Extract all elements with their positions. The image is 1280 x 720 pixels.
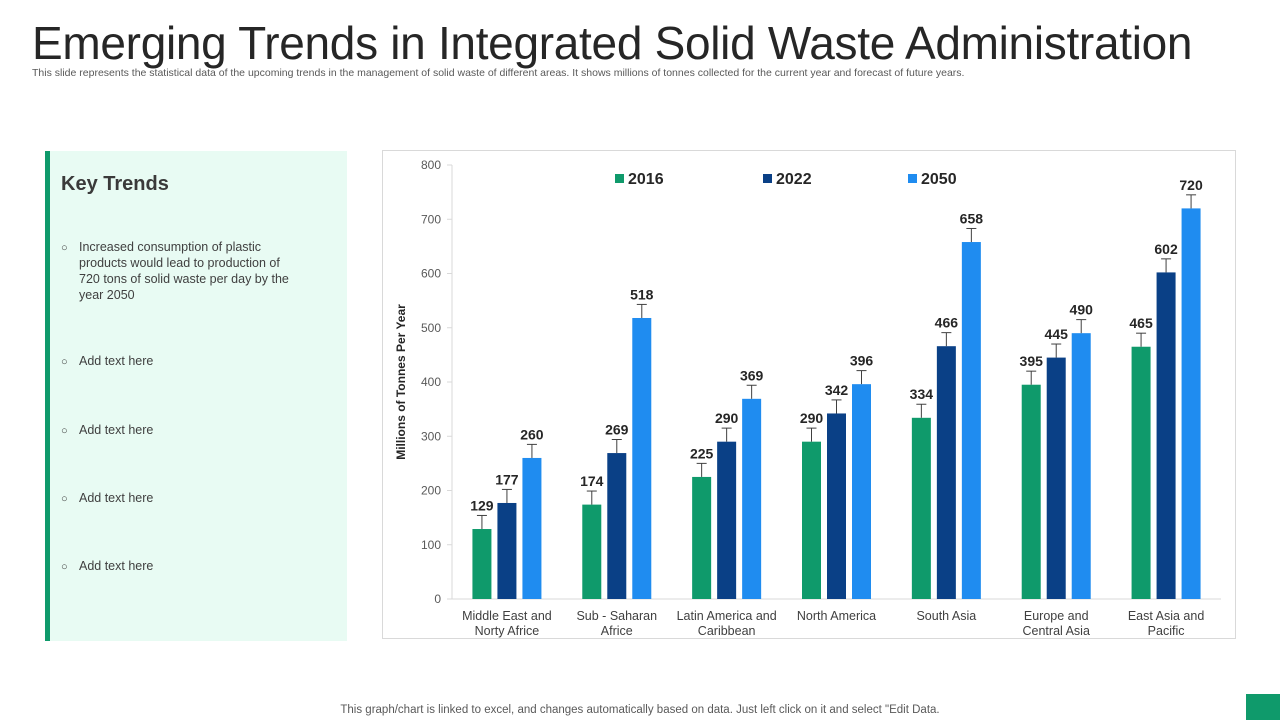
data-label: 290 <box>800 410 824 426</box>
x-tick-label: East Asia and <box>1128 609 1204 623</box>
bar-2022 <box>1156 272 1176 599</box>
bar-2016 <box>802 441 821 599</box>
bar-2022 <box>607 453 627 599</box>
y-tick-label: 400 <box>421 375 441 389</box>
data-label: 260 <box>520 426 544 442</box>
x-tick-label: Africe <box>601 624 633 638</box>
y-tick-label: 600 <box>421 267 441 281</box>
x-tick-label: Middle East and <box>462 609 552 623</box>
data-label: 465 <box>1129 315 1153 331</box>
data-label: 720 <box>1179 177 1203 193</box>
data-label: 466 <box>935 315 959 331</box>
trend-item: ○ Add text here <box>61 490 291 506</box>
x-tick-label: South Asia <box>916 609 976 623</box>
bar-2022 <box>717 441 737 599</box>
chart-container[interactable]: 0 100 200 300 400 500 600 700 800 Millions of Ton… <box>382 150 1236 639</box>
y-tick-label: 500 <box>421 321 441 335</box>
data-label: 177 <box>495 471 519 487</box>
data-label: 658 <box>960 210 984 226</box>
trend-item: ○ Add text here <box>61 422 291 438</box>
x-tick-label: Sub - Saharan <box>576 609 657 623</box>
bar-2016 <box>582 504 602 599</box>
y-tick-label: 700 <box>421 212 441 226</box>
y-tick-label: 200 <box>421 484 441 498</box>
y-axis-title: Millions of Tonnes Per Year <box>394 304 408 460</box>
bar-2016 <box>911 417 931 599</box>
circle-bullet-icon: ○ <box>61 561 68 573</box>
circle-bullet-icon: ○ <box>61 356 68 368</box>
y-tick-label: 800 <box>421 158 441 172</box>
data-label: 334 <box>910 386 934 402</box>
data-label: 269 <box>605 422 629 438</box>
bar-2050 <box>522 457 542 599</box>
data-label: 369 <box>740 367 764 383</box>
corner-accent <box>1246 694 1280 720</box>
circle-bullet-icon: ○ <box>61 242 68 254</box>
x-tick-label: Central Asia <box>1023 624 1090 638</box>
bar-2016 <box>1131 346 1151 599</box>
bar-2022 <box>827 413 846 599</box>
x-tick-label: Pacific <box>1148 624 1185 638</box>
y-tick-label: 0 <box>434 592 441 606</box>
page-title: Emerging Trends in Integrated Solid Wast… <box>32 17 1193 69</box>
bar-2016 <box>1021 384 1041 599</box>
data-label: 518 <box>630 286 654 302</box>
bar-2050 <box>961 242 981 599</box>
x-tick-label: Norty Africe <box>475 624 540 638</box>
key-trends-panel: Key Trends ○ Increased consumption of pl… <box>45 151 347 641</box>
circle-bullet-icon: ○ <box>61 493 68 505</box>
bar-2022 <box>497 502 517 599</box>
bar-2050 <box>632 317 652 599</box>
data-label: 445 <box>1045 326 1069 342</box>
data-label: 602 <box>1154 241 1178 257</box>
data-label: 290 <box>715 410 739 426</box>
legend-swatch <box>908 174 917 183</box>
data-label: 490 <box>1070 302 1094 318</box>
x-tick-label: North America <box>797 609 876 623</box>
bar-2016 <box>472 529 492 599</box>
bar-chart: 0 100 200 300 400 500 600 700 800 Millions of Ton… <box>394 158 1221 638</box>
bar-2022 <box>936 346 956 599</box>
data-label: 342 <box>825 382 849 398</box>
legend-label: 2022 <box>776 171 812 188</box>
legend-label: 2016 <box>628 171 664 188</box>
legend-swatch <box>763 174 772 183</box>
data-label: 174 <box>580 473 604 489</box>
legend-swatch <box>615 174 624 183</box>
trend-item-text: Increased consumption of plastic product… <box>79 240 289 302</box>
trend-item-text: Add text here <box>79 491 154 505</box>
x-tick-label: Europe and <box>1024 609 1089 623</box>
data-label: 395 <box>1020 353 1044 369</box>
bar-2050 <box>1181 208 1201 599</box>
x-tick-label: Caribbean <box>698 624 756 638</box>
footer-note: This graph/chart is linked to excel, and… <box>340 704 940 716</box>
legend-label: 2050 <box>921 171 957 188</box>
circle-bullet-icon: ○ <box>61 425 68 437</box>
trend-item: ○ Increased consumption of plastic produ… <box>61 239 291 303</box>
data-label: 225 <box>690 445 714 461</box>
x-tick-label: Latin America and <box>677 609 777 623</box>
trend-item: ○ Add text here <box>61 558 291 574</box>
bar-2050 <box>1071 333 1091 599</box>
panel-title: Key Trends <box>61 173 169 195</box>
bar-2050 <box>852 384 871 599</box>
page-subtitle: This slide represents the statistical da… <box>32 67 965 79</box>
trend-item-text: Add text here <box>79 559 154 573</box>
bar-2016 <box>692 476 712 599</box>
y-tick-label: 300 <box>421 429 441 443</box>
data-label: 396 <box>850 353 874 369</box>
bar-2022 <box>1046 357 1066 599</box>
bar-2050 <box>742 398 762 599</box>
data-label: 129 <box>470 497 494 513</box>
trend-item-text: Add text here <box>79 423 154 437</box>
y-tick-label: 100 <box>421 538 441 552</box>
trend-item: ○ Add text here <box>61 353 291 369</box>
trend-item-text: Add text here <box>79 354 154 368</box>
